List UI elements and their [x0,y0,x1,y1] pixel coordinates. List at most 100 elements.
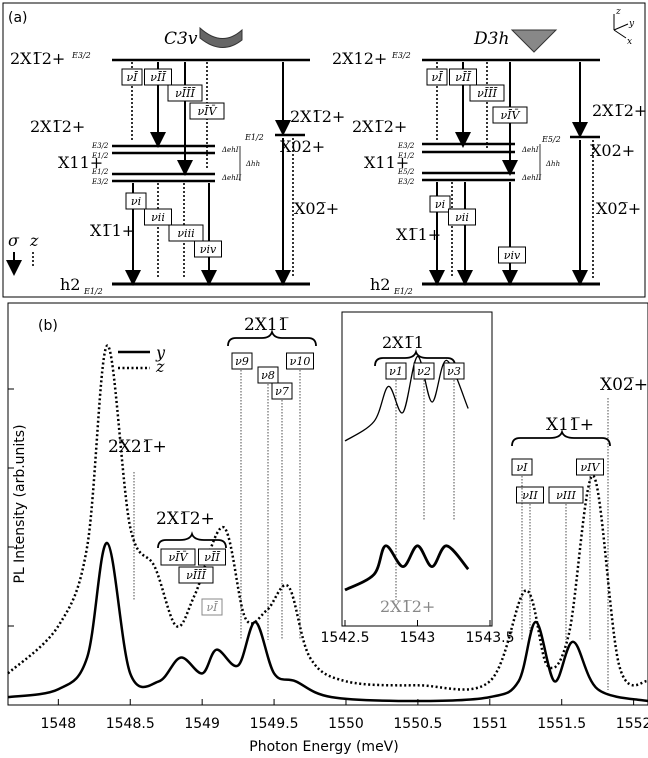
peak-box-0: ν9 [231,352,253,370]
d3h-lower-box-1-text: νii [455,211,469,224]
d3h-delta-II: ΔehII [521,174,541,182]
c3v-x02-sub: E1/2 [244,133,264,142]
left-peak-box-3: νĪ [201,598,223,616]
peak-box-1: ν8 [257,366,279,384]
legend-y-text: y [155,343,166,362]
c3v-mid-left-label: 2X1̅2+ [30,117,85,136]
d3h-top-label: 2X12+ [332,49,387,68]
d3h-mid-right-label: 2X1̅2+ [592,101,647,120]
d3h-upper-box-2: νĪĪĪ [469,84,505,102]
d3h-delta-I: ΔehI [521,146,539,154]
d3h-upper-box-3: νĪV̄ [492,106,528,124]
peak-box-2: ν7 [271,382,293,400]
d3h-upper-box-1-text: νĪĪ [455,71,471,84]
left-peak-box-1: νĪĪ [198,548,226,566]
series-y-line [7,541,648,703]
c3v-top-sub: E3/2 [71,51,91,60]
c3v-lower-box-0-text: νi [131,195,141,208]
plot-frame [7,302,648,706]
bracket-2x12 [157,531,227,549]
c3v-delta-I: ΔehI [221,146,239,154]
d3h-lower-box-0: νi [429,195,451,213]
x-tick-label: 1550.5 [393,716,442,732]
c3v-x11bar-label: X1̅1+ [90,221,135,240]
inset-peak-box-2-text: ν3 [447,365,461,378]
left-peak-box-1-text: νĪĪ [204,551,220,564]
d3h-x02bar-label: X02̅+ [596,199,641,218]
x-tick-label: 1548.5 [106,716,155,732]
bracket-x11plus [511,429,611,447]
d3h-x11-sub-3: E5/2 [397,168,415,176]
axis-triad [613,14,629,39]
legend-sigma: σ [8,231,20,250]
d3h-ground-label: h2 [370,275,390,294]
d3h-diagram: 2X12+ E3/2 2X1̅2+ 2X1̅2+ E5/2 X02+ X02̅+… [332,49,647,296]
c3v-top-label: 2X1̅2+ [10,49,65,68]
c3v-upper-box-2: νĪĪĪ [167,84,203,102]
x-tick-label: 1548 [41,716,77,732]
d3h-shape-icon [510,29,558,53]
x-axis-label: Photon Energy (meV) [249,739,398,755]
bracket-inset [374,349,456,367]
d3h-top-sub: E3/2 [391,51,411,60]
bracket-2x11 [227,329,317,347]
right-peak-box-3-text: νIV [581,461,601,474]
c3v-mid-right-label: 2X1̅2+ [290,107,345,126]
right-peak-box-0: νI [511,458,533,476]
c3v-upper-box-1: νĪĪ [144,68,172,86]
axis-z-label: z [615,7,621,17]
d3h-upper-box-3-text: νĪV̄ [501,109,521,122]
left-peak-box-2: νĪĪĪ [178,566,214,584]
d3h-x11bar-label: X1̅1+ [396,225,441,244]
c3v-x11-sub-1: E3/2 [91,142,109,150]
c3v-x11-sub-4: E3/2 [91,178,109,186]
d3h-upper-box-2-text: νĪĪĪ [477,87,497,100]
panel-a-label: (a) [8,10,28,26]
c3v-lower-box-2: νiii [168,224,204,242]
inset-series-thick [344,544,470,592]
label-x11plus: X11̅+ [546,415,594,435]
d3h-delta-hh: Δhh [545,160,560,168]
label-2x12: 2X1̅2+ [156,509,215,529]
inset-peak-box-1: ν2 [413,362,435,380]
left-peak-box-0: νĪV̄ [160,548,196,566]
panel-b: (b) 1548 1548.5 1549 1549.5 1550 1550.5 1551 15… [7,302,648,755]
c3v-group-label: C3v [164,29,198,49]
x-tick-label: 1551.5 [537,716,586,732]
c3v-lower-box-3: νiv [194,240,222,258]
right-peak-box-1: νII [516,486,544,504]
inset-x-tick-label: 1542.5 [321,630,370,646]
inset-title: 2X1̅1 [382,333,424,352]
peak-box-3: ν10 [286,352,314,370]
legend-z-text: z [155,357,165,376]
c3v-delta-II: ΔehII [221,174,241,182]
x-tick-label: 1549.5 [250,716,299,732]
d3h-mid-left-label: 2X1̅2+ [352,117,407,136]
label-2x21: 2X21̅+ [108,437,167,457]
right-peak-box-1-text: νII [522,489,538,502]
right-peak-box-0-text: νI [516,461,528,474]
left-peak-box-3-text: νĪ [206,601,218,614]
d3h-x11-sub-2: E1/2 [397,152,415,160]
c3v-upper-box-1-text: νĪĪ [150,71,166,84]
d3h-group-label: D3h [473,29,509,49]
inset-peak-box-0-text: ν1 [389,365,403,378]
c3v-ground-sub: E1/2 [83,287,103,296]
d3h-x02-label: X02+ [590,141,635,160]
c3v-upper-box-0-text: νĪ [126,71,138,84]
d3h-ground-sub: E1/2 [393,287,413,296]
inset-x-tick-label: 1543.5 [466,630,515,646]
d3h-lower-box-2: νiv [498,246,526,264]
peak-box-0-text: ν9 [235,355,249,368]
inset-peak-box-2: ν3 [443,362,465,380]
x-tick-label: 1552 [616,716,648,732]
d3h-lower-box-2-text: νiv [504,249,521,262]
c3v-upper-box-0: νĪ [121,68,143,86]
legend-z: z [29,231,39,250]
c3v-diagram: 2X1̅2+ E3/2 2X1̅2+ 2X1̅2+ E1/2 X02+ X02̅… [10,49,345,296]
peak-box-1-text: ν8 [261,369,275,382]
right-peak-box-2: νIII [548,486,584,504]
inset-peak-box-1-text: ν2 [417,365,431,378]
series-z-line [7,344,648,691]
